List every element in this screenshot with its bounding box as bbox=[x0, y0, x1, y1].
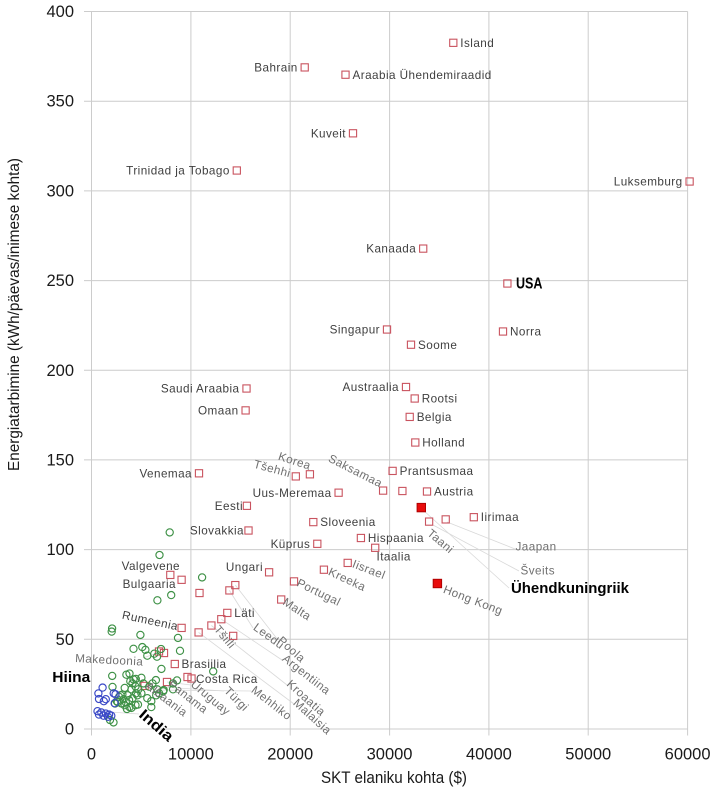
svg-text:Belgia: Belgia bbox=[417, 411, 452, 424]
svg-text:60000: 60000 bbox=[665, 746, 711, 764]
svg-text:10000: 10000 bbox=[168, 746, 214, 764]
svg-text:Iirimaa: Iirimaa bbox=[481, 511, 519, 524]
svg-text:Ühendkuningriik: Ühendkuningriik bbox=[511, 580, 630, 597]
svg-text:250: 250 bbox=[46, 272, 74, 290]
svg-text:100: 100 bbox=[46, 541, 74, 559]
svg-text:Soome: Soome bbox=[418, 339, 457, 352]
svg-text:Brasiilia: Brasiilia bbox=[182, 658, 227, 671]
svg-text:SKT elaniku kohta ($): SKT elaniku kohta ($) bbox=[321, 768, 467, 787]
svg-text:Uus-Meremaa: Uus-Meremaa bbox=[253, 487, 332, 500]
svg-text:Saudi Araabia: Saudi Araabia bbox=[161, 383, 240, 396]
svg-text:150: 150 bbox=[46, 451, 74, 469]
svg-text:Island: Island bbox=[460, 37, 494, 50]
svg-text:20000: 20000 bbox=[267, 746, 313, 764]
svg-text:Holland: Holland bbox=[422, 437, 465, 450]
svg-text:Itaalia: Itaalia bbox=[377, 551, 411, 564]
svg-text:Costa Rica: Costa Rica bbox=[196, 673, 258, 686]
svg-text:40000: 40000 bbox=[466, 746, 512, 764]
svg-text:Luksemburg: Luksemburg bbox=[614, 176, 683, 189]
svg-text:Norra: Norra bbox=[510, 326, 542, 339]
svg-text:0: 0 bbox=[65, 721, 74, 739]
svg-text:Jaapan: Jaapan bbox=[516, 541, 557, 554]
svg-text:50000: 50000 bbox=[565, 746, 611, 764]
svg-text:Rootsi: Rootsi bbox=[422, 393, 458, 406]
svg-text:Eesti: Eesti bbox=[215, 500, 243, 513]
svg-text:Araabia Ühendemiraadid: Araabia Ühendemiraadid bbox=[353, 69, 492, 82]
svg-text:50: 50 bbox=[56, 631, 74, 649]
svg-text:Šveits: Šveits bbox=[521, 565, 556, 578]
svg-text:Trinidad ja Tobago: Trinidad ja Tobago bbox=[126, 165, 230, 178]
svg-text:Sloveenia: Sloveenia bbox=[320, 516, 375, 529]
svg-text:Singapur: Singapur bbox=[330, 324, 380, 337]
svg-text:Venemaa: Venemaa bbox=[139, 468, 192, 481]
svg-text:Austraalia: Austraalia bbox=[343, 381, 400, 394]
svg-text:300: 300 bbox=[46, 182, 74, 200]
svg-text:Bahrain: Bahrain bbox=[254, 62, 297, 75]
svg-text:Slovakkia: Slovakkia bbox=[190, 525, 244, 538]
svg-text:0: 0 bbox=[87, 746, 96, 764]
svg-text:200: 200 bbox=[46, 362, 74, 380]
svg-text:Läti: Läti bbox=[234, 607, 255, 620]
svg-text:Austria: Austria bbox=[434, 486, 474, 499]
svg-text:Küprus: Küprus bbox=[271, 538, 311, 551]
svg-text:Bulgaaria: Bulgaaria bbox=[123, 578, 176, 591]
svg-text:30000: 30000 bbox=[367, 746, 413, 764]
svg-text:USA: USA bbox=[516, 276, 543, 293]
svg-text:Makedoonia: Makedoonia bbox=[75, 652, 144, 669]
svg-text:Prantsusmaa: Prantsusmaa bbox=[400, 465, 474, 478]
svg-text:350: 350 bbox=[46, 93, 74, 111]
svg-text:Hiina: Hiina bbox=[52, 669, 91, 686]
svg-text:Energiatarbimine (kWh/päevas/i: Energiatarbimine (kWh/päevas/inimese koh… bbox=[6, 158, 23, 471]
svg-text:Ungari: Ungari bbox=[226, 561, 263, 574]
svg-text:Kuveit: Kuveit bbox=[311, 128, 346, 141]
svg-text:Omaan: Omaan bbox=[198, 405, 239, 418]
svg-text:Hispaania: Hispaania bbox=[368, 532, 424, 545]
svg-text:Kanaada: Kanaada bbox=[366, 243, 416, 256]
svg-text:Valgevene: Valgevene bbox=[122, 560, 180, 573]
svg-text:400: 400 bbox=[46, 3, 74, 21]
